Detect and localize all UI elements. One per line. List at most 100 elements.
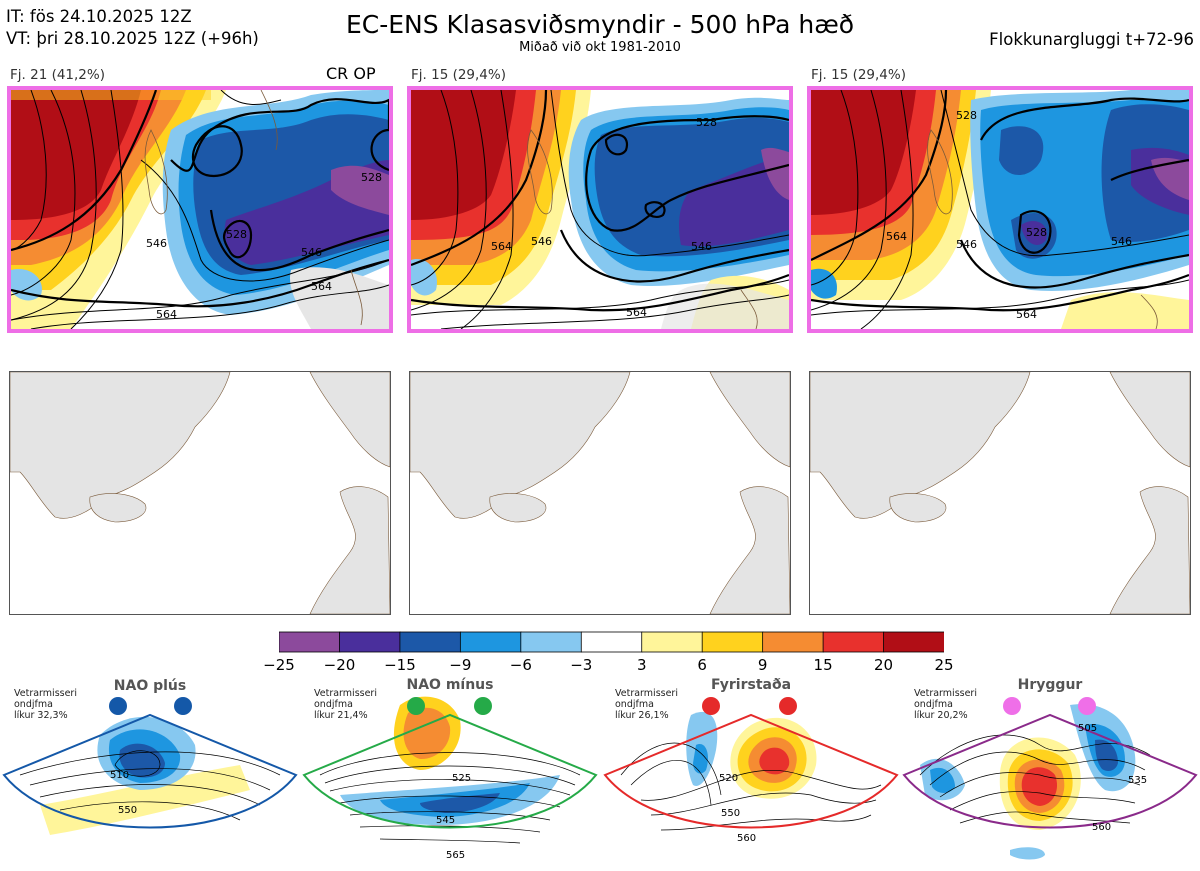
panel-1-tag: CR OP xyxy=(326,64,376,83)
regime-likelihood: líkur 21,4% xyxy=(314,710,368,721)
contour-label: 546 xyxy=(531,235,552,248)
regime-dot xyxy=(702,697,720,715)
colorbar-tick-label: −20 xyxy=(323,656,356,674)
regime-nao-minus: 525 545 565 NAO mínus Vetrarmisseri ondj… xyxy=(300,675,600,871)
contour-label: 528 xyxy=(361,171,382,184)
contour-labels: 528 528 546 564 564 546 xyxy=(886,109,1132,321)
colorbar-tick-label: 3 xyxy=(636,656,647,674)
land-outline xyxy=(10,372,390,614)
colorbar xyxy=(279,631,944,653)
colorbar-swatch xyxy=(520,631,583,653)
regime-map: 520 550 560 xyxy=(603,697,899,844)
regime-info-line: ondjfma xyxy=(615,699,654,710)
contour-label: 546 xyxy=(1111,235,1132,248)
colorbar-tick-label: −6 xyxy=(509,656,532,674)
regime-info: Vetrarmisseri ondjfma líkur 32,3% xyxy=(14,688,77,721)
regime-dot xyxy=(1003,697,1021,715)
cluster-map-2: 528 546 546 564 564 xyxy=(407,86,793,333)
contour-label: 564 xyxy=(156,308,177,321)
contour-label: 546 xyxy=(146,237,167,250)
colorbar-tick-label: 25 xyxy=(934,656,954,674)
regime-dot xyxy=(1078,697,1096,715)
regime-blocking: 520 550 560 Fyrirstaða Vetrarmisseri ond… xyxy=(601,675,901,871)
regime-contour-label: 560 xyxy=(1092,822,1111,833)
regime-contour-label: 550 xyxy=(118,805,137,816)
anomaly-field xyxy=(411,90,789,329)
land-outline xyxy=(810,372,1190,614)
regime-contour-label: 565 xyxy=(446,850,465,861)
panel-3-label: Fj. 15 (29,4%) xyxy=(811,67,906,83)
panel-1-label: Fj. 21 (41,2%) xyxy=(10,67,105,83)
contour-label: 528 xyxy=(226,228,247,241)
regime-map: 505 535 560 xyxy=(902,697,1198,860)
regime-dot xyxy=(174,697,192,715)
regime-map: 525 545 565 xyxy=(302,696,598,861)
main-contours xyxy=(411,90,789,312)
regime-likelihood: líkur 26,1% xyxy=(615,710,669,721)
contour-labels: 528 528 546 546 564 564 xyxy=(146,171,382,321)
contour-label: 546 xyxy=(301,246,322,259)
issue-time-block: IT: fös 24.10.2025 12Z VT: þri 28.10.202… xyxy=(6,6,259,50)
regime-contour-label: 560 xyxy=(737,833,756,844)
contour-label: 546 xyxy=(691,240,712,253)
regime-info-line: Vetrarmisseri xyxy=(14,688,77,699)
cluster-map-3: 528 528 546 564 564 546 xyxy=(807,86,1193,333)
contour-label: 564 xyxy=(626,306,647,319)
blank-map-2 xyxy=(409,371,791,615)
colorbar-swatch xyxy=(580,631,643,653)
blank-map-3 xyxy=(809,371,1191,615)
page-title: EC-ENS Klasasviðsmyndir - 500 hPa hæð xyxy=(345,10,855,39)
regime-nao-plus: 510 550 NAO plús Vetrarmisseri ondjfma l… xyxy=(0,675,300,871)
colorbar-tick-label: −9 xyxy=(449,656,472,674)
regime-dot xyxy=(474,697,492,715)
contour-label: 564 xyxy=(1016,308,1037,321)
contour-label: 546 xyxy=(956,238,977,251)
colorbar-tick-label: −15 xyxy=(384,656,416,674)
colorbar-swatch xyxy=(822,631,885,653)
regime-title: NAO plús xyxy=(113,678,187,694)
regime-map: 510 550 xyxy=(2,697,298,835)
regime-contour-label: 510 xyxy=(110,770,129,781)
panel-2-label: Fj. 15 (29,4%) xyxy=(411,67,506,83)
cluster-map-1: 528 528 546 546 564 564 xyxy=(7,86,393,333)
regime-title: NAO mínus xyxy=(406,677,494,693)
colorbar-tick-label: 20 xyxy=(873,656,894,674)
colorbar-tick-label: −25 xyxy=(263,656,295,674)
main-contours xyxy=(11,90,389,308)
regime-likelihood: líkur 32,3% xyxy=(14,710,68,721)
regime-info: Vetrarmisseri ondjfma líkur 21,4% xyxy=(314,688,377,721)
regime-info-line: ondjfma xyxy=(314,699,353,710)
colorbar-swatch xyxy=(459,631,522,653)
colorbar-tick-label: 15 xyxy=(813,656,833,674)
land-outline xyxy=(410,372,790,614)
contour-label: 564 xyxy=(491,240,512,253)
regime-info-line: Vetrarmisseri xyxy=(615,688,678,699)
colorbar-swatch xyxy=(883,631,944,653)
regime-contour-label: 535 xyxy=(1128,775,1147,786)
regime-contour-label: 525 xyxy=(452,773,471,784)
valid-time: VT: þri 28.10.2025 12Z (+96h) xyxy=(6,29,259,48)
regime-likelihood: líkur 20,2% xyxy=(914,710,968,721)
regime-ridge: 505 535 560 Hryggur Vetrarmisseri ondjfm… xyxy=(900,675,1200,871)
colorbar-swatch xyxy=(641,631,704,653)
colorbar-tick-label: 6 xyxy=(697,656,707,674)
regime-title: Fyrirstaða xyxy=(710,677,792,693)
main-contours xyxy=(811,90,1189,312)
page-subtitle: Miðað við okt 1981-2010 xyxy=(519,40,681,55)
contour-label: 528 xyxy=(696,116,717,129)
coastlines xyxy=(927,129,1158,329)
anomaly-field xyxy=(11,90,389,329)
colorbar-swatch xyxy=(701,631,764,653)
contour-labels: 528 546 546 564 564 xyxy=(491,116,717,319)
coastlines xyxy=(144,90,363,326)
regime-contour-label: 550 xyxy=(721,808,740,819)
regime-contour-label: 520 xyxy=(719,773,738,784)
regime-title: Hryggur xyxy=(1017,677,1083,693)
classification-window: Flokkunargluggi t+72-96 xyxy=(989,30,1194,49)
contour-label: 528 xyxy=(1026,226,1047,239)
colorbar-swatch xyxy=(399,631,462,653)
anomaly-field xyxy=(811,90,1189,329)
regime-info: Vetrarmisseri ondjfma líkur 26,1% xyxy=(615,688,678,721)
blank-map-1 xyxy=(9,371,391,615)
colorbar-tick-label: 9 xyxy=(757,656,768,674)
